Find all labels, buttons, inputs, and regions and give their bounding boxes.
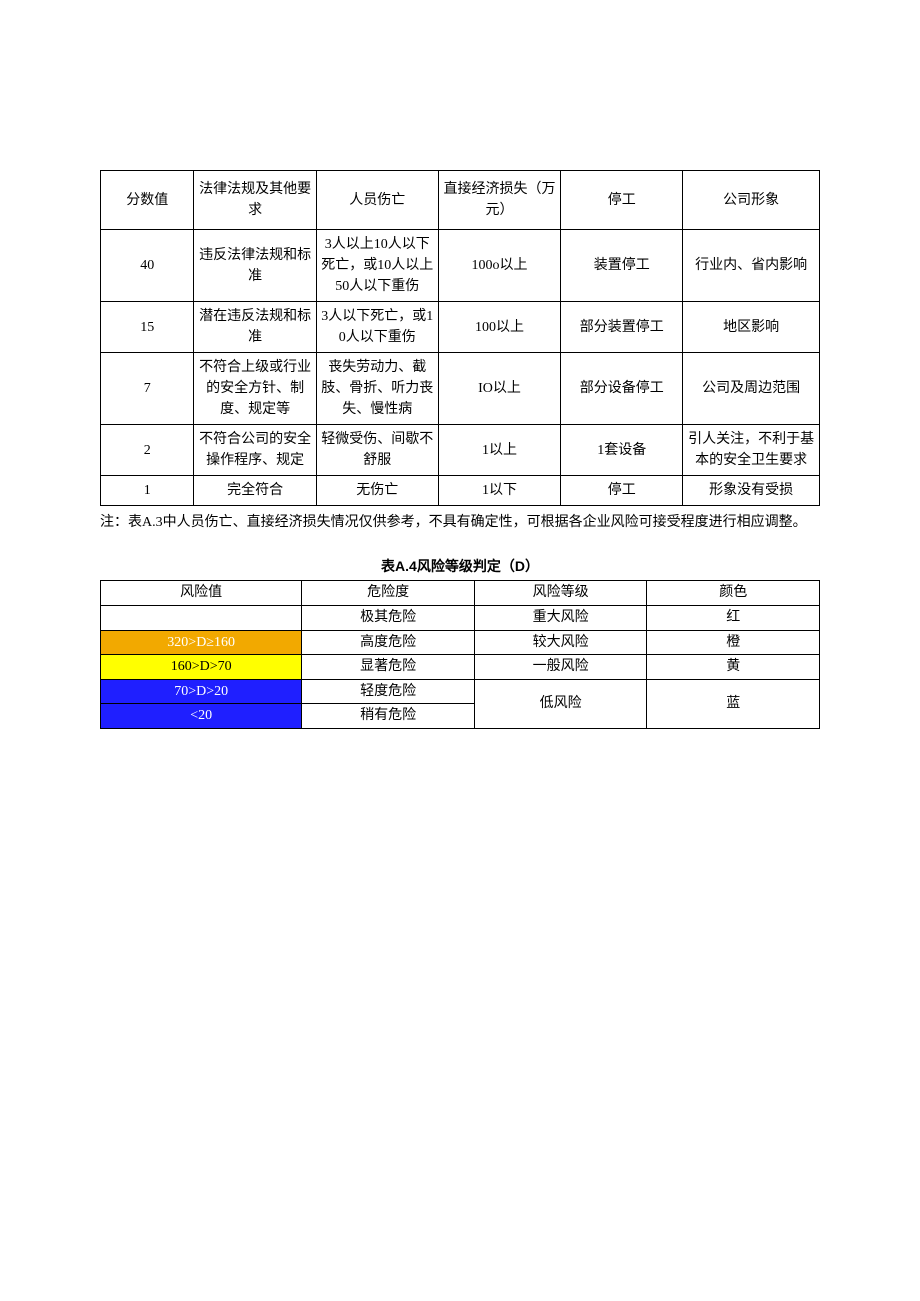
score-table-header: 停工 [561, 171, 683, 230]
score-table-cell: 1以上 [438, 425, 560, 476]
score-table-cell: 潜在违反法规和标准 [194, 302, 316, 353]
risk-level-cell: 一般风险 [474, 655, 647, 680]
score-table-header: 直接经济损失（万元） [438, 171, 560, 230]
risk-color-cell: 黄 [647, 655, 820, 680]
risk-value-cell: 160>D>70 [101, 655, 302, 680]
risk-value-cell: 320>D≥160 [101, 630, 302, 655]
score-table-header: 分数值 [101, 171, 194, 230]
risk-level-table: 风险值危险度风险等级颜色极其危险重大风险红 320>D≥160高度危险较大风险橙 1… [100, 580, 820, 729]
risk-level-cell: 重大风险 [474, 605, 647, 630]
score-table-cell: 无伤亡 [316, 476, 438, 506]
risk-danger-cell: 极其危险 [302, 605, 475, 630]
score-table-cell: 完全符合 [194, 476, 316, 506]
score-table-header: 公司形象 [683, 171, 820, 230]
risk-level-cell: 低风险 [474, 679, 647, 728]
score-table-cell: 100以上 [438, 302, 560, 353]
score-table-cell: 40 [101, 230, 194, 302]
score-table-cell: 3人以上10人以下死亡，或10人以上50人以下重伤 [316, 230, 438, 302]
score-table-cell: 行业内、省内影响 [683, 230, 820, 302]
risk-table-header: 颜色 [647, 581, 820, 606]
score-table-cell: 引人关注，不利于基本的安全卫生要求 [683, 425, 820, 476]
score-table-cell: 轻微受伤、间歇不舒服 [316, 425, 438, 476]
score-table-header: 人员伤亡 [316, 171, 438, 230]
score-table-cell: 1以下 [438, 476, 560, 506]
score-table-cell: 丧失劳动力、截肢、骨折、听力丧失、慢性病 [316, 353, 438, 425]
score-table-cell: IO以上 [438, 353, 560, 425]
score-table-cell: 装置停工 [561, 230, 683, 302]
score-table-cell: 停工 [561, 476, 683, 506]
risk-danger-cell: 高度危险 [302, 630, 475, 655]
score-table-cell: 1 [101, 476, 194, 506]
risk-danger-cell: 稍有危险 [302, 704, 475, 729]
score-table-cell: 100o以上 [438, 230, 560, 302]
risk-color-cell: 橙 [647, 630, 820, 655]
score-table-cell: 3人以下死亡，或10人以下重伤 [316, 302, 438, 353]
score-table-cell: 15 [101, 302, 194, 353]
risk-color-cell: 蓝 [647, 679, 820, 728]
score-table: 分数值法律法规及其他要求人员伤亡直接经济损失（万元）停工公司形象40违反法律法规… [100, 170, 820, 506]
score-table-cell: 违反法律法规和标准 [194, 230, 316, 302]
score-table-header: 法律法规及其他要求 [194, 171, 316, 230]
score-table-cell: 7 [101, 353, 194, 425]
risk-value-cell: <20 [101, 704, 302, 729]
score-table-cell: 公司及周边范围 [683, 353, 820, 425]
score-table-cell: 地区影响 [683, 302, 820, 353]
risk-table-header: 风险值 [101, 581, 302, 606]
risk-danger-cell: 显著危险 [302, 655, 475, 680]
risk-table-header: 风险等级 [474, 581, 647, 606]
score-table-cell: 不符合公司的安全操作程序、规定 [194, 425, 316, 476]
risk-table-header: 危险度 [302, 581, 475, 606]
risk-danger-cell: 轻度危险 [302, 679, 475, 704]
score-table-cell: 形象没有受损 [683, 476, 820, 506]
risk-value-cell: 70>D>20 [101, 679, 302, 704]
risk-level-cell: 较大风险 [474, 630, 647, 655]
score-table-cell: 部分设备停工 [561, 353, 683, 425]
table-note: 注：表A.3中人员伤亡、直接经济损失情况仅供参考，不具有确定性，可根据各企业风险… [100, 512, 820, 534]
table2-title: 表A.4风险等级判定（D） [100, 556, 820, 576]
score-table-cell: 2 [101, 425, 194, 476]
score-table-cell: 部分装置停工 [561, 302, 683, 353]
risk-color-cell: 红 [647, 605, 820, 630]
score-table-cell: 1套设备 [561, 425, 683, 476]
score-table-cell: 不符合上级或行业的安全方针、制度、规定等 [194, 353, 316, 425]
risk-value-cell [101, 605, 302, 630]
